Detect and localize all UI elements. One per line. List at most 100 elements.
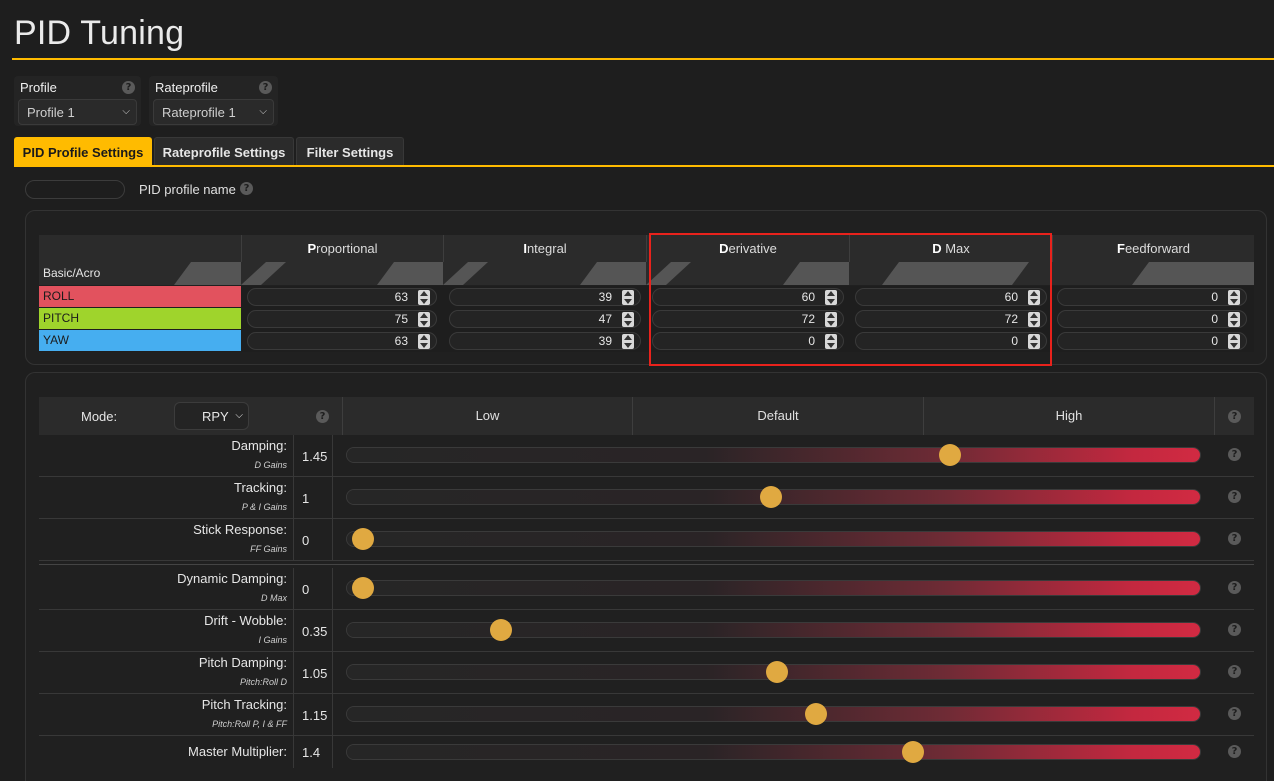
slider-value: 1.05 bbox=[293, 652, 333, 693]
slider-handle[interactable] bbox=[804, 703, 827, 725]
pid-profile-name-help-icon[interactable]: ? bbox=[240, 182, 253, 195]
profile-select[interactable]: Profile 1 ⌵ bbox=[18, 99, 137, 125]
pid-row-yaw: YAW 63 39 0 0 0 bbox=[39, 330, 1254, 352]
slider-help-icon[interactable]: ? bbox=[1228, 745, 1241, 758]
slider-handle[interactable] bbox=[766, 661, 789, 683]
slider-handle[interactable] bbox=[490, 619, 513, 641]
col-head-derivative: Derivative bbox=[646, 235, 849, 262]
pitch-ff-input[interactable]: 0 bbox=[1057, 310, 1247, 328]
slider-row-stick-response: Stick Response: FF Gains 0? bbox=[39, 519, 1254, 561]
pitch-dmax-input[interactable]: 72 bbox=[855, 310, 1047, 328]
tuning-header: Mode: RPY ⌵ ? Low Default High ? bbox=[39, 397, 1254, 435]
chevron-down-icon: ⌵ bbox=[235, 410, 243, 421]
yaw-ff-input[interactable]: 0 bbox=[1057, 332, 1247, 350]
mode-select[interactable]: RPY ⌵ bbox=[174, 402, 249, 430]
spinner-icon[interactable] bbox=[825, 290, 837, 305]
spinner-icon[interactable] bbox=[418, 290, 430, 305]
yaw-i-input[interactable]: 39 bbox=[449, 332, 641, 350]
slider-track[interactable] bbox=[346, 744, 1201, 760]
axis-label-roll: ROLL bbox=[39, 286, 241, 307]
rateprofile-box: Rateprofile ? Rateprofile 1 ⌵ bbox=[149, 76, 278, 126]
tab-pid-profile-settings[interactable]: PID Profile Settings bbox=[14, 137, 152, 166]
spinner-icon[interactable] bbox=[1228, 334, 1240, 349]
pitch-p-input[interactable]: 75 bbox=[247, 310, 437, 328]
spinner-icon[interactable] bbox=[622, 290, 634, 305]
spinner-icon[interactable] bbox=[1028, 290, 1040, 305]
slider-track[interactable] bbox=[346, 531, 1201, 547]
slider-help-icon[interactable]: ? bbox=[1228, 623, 1241, 636]
roll-dmax-input[interactable]: 60 bbox=[855, 288, 1047, 306]
header-help-icon[interactable]: ? bbox=[1228, 410, 1241, 423]
roll-d-input[interactable]: 60 bbox=[652, 288, 844, 306]
slider-help-icon[interactable]: ? bbox=[1228, 532, 1241, 545]
spinner-icon[interactable] bbox=[1028, 312, 1040, 327]
slider-row-damping: Damping: D Gains 1.45? bbox=[39, 435, 1254, 477]
spinner-icon[interactable] bbox=[622, 312, 634, 327]
pitch-i-input[interactable]: 47 bbox=[449, 310, 641, 328]
chevron-down-icon: ⌵ bbox=[122, 106, 130, 117]
slider-help-icon[interactable]: ? bbox=[1228, 707, 1241, 720]
slider-handle[interactable] bbox=[939, 444, 962, 466]
spinner-icon[interactable] bbox=[825, 312, 837, 327]
slider-track-fill bbox=[347, 532, 1200, 546]
slider-sublabel: D Max bbox=[260, 593, 287, 603]
slider-handle[interactable] bbox=[902, 741, 925, 763]
slider-help-icon[interactable]: ? bbox=[1228, 448, 1241, 461]
slider-value: 1.45 bbox=[293, 435, 333, 476]
col-head-proportional: Proportional bbox=[241, 235, 443, 262]
slider-sublabel: Pitch:Roll D bbox=[239, 677, 287, 687]
spinner-icon[interactable] bbox=[1228, 290, 1240, 305]
slider-track-fill bbox=[347, 581, 1200, 595]
slider-handle[interactable] bbox=[759, 486, 782, 508]
header-help-divider bbox=[1214, 397, 1254, 435]
profile-help-icon[interactable]: ? bbox=[122, 81, 135, 94]
slider-sublabel: P & I Gains bbox=[241, 502, 287, 512]
slider-label: Damping: bbox=[231, 438, 287, 453]
tab-rateprofile-settings[interactable]: Rateprofile Settings bbox=[154, 137, 294, 166]
pitch-d-input[interactable]: 72 bbox=[652, 310, 844, 328]
slider-handle[interactable] bbox=[352, 577, 374, 599]
yaw-dmax-input[interactable]: 0 bbox=[855, 332, 1047, 350]
rateprofile-select-value: Rateprofile 1 bbox=[162, 105, 236, 120]
slider-help-icon[interactable]: ? bbox=[1228, 581, 1241, 594]
slider-sublabel: I Gains bbox=[258, 635, 287, 645]
roll-ff-input[interactable]: 0 bbox=[1057, 288, 1247, 306]
spinner-icon[interactable] bbox=[1028, 334, 1040, 349]
slider-help-icon[interactable]: ? bbox=[1228, 665, 1241, 678]
mode-label: Mode: bbox=[81, 409, 118, 424]
slider-track[interactable] bbox=[346, 706, 1201, 722]
slider-sublabel: D Gains bbox=[254, 460, 287, 470]
slider-track[interactable] bbox=[346, 580, 1201, 596]
mode-help-icon[interactable]: ? bbox=[316, 410, 329, 423]
spinner-icon[interactable] bbox=[418, 312, 430, 327]
spinner-icon[interactable] bbox=[1228, 312, 1240, 327]
header-high: High bbox=[923, 397, 1214, 435]
tab-filter-settings[interactable]: Filter Settings bbox=[296, 137, 404, 166]
rateprofile-select[interactable]: Rateprofile 1 ⌵ bbox=[153, 99, 274, 125]
col-head-feedforward: Feedforward bbox=[1052, 235, 1254, 262]
slider-handle[interactable] bbox=[352, 528, 374, 550]
slider-track[interactable] bbox=[346, 622, 1201, 638]
slider-group-separator bbox=[39, 564, 1254, 565]
spinner-icon[interactable] bbox=[825, 334, 837, 349]
pid-profile-name-input[interactable] bbox=[25, 180, 125, 199]
spinner-icon[interactable] bbox=[418, 334, 430, 349]
yaw-p-input[interactable]: 63 bbox=[247, 332, 437, 350]
rateprofile-help-icon[interactable]: ? bbox=[259, 81, 272, 94]
slider-row-drift-wobble: Drift - Wobble: I Gains 0.35? bbox=[39, 610, 1254, 652]
slider-track[interactable] bbox=[346, 447, 1201, 463]
roll-i-input[interactable]: 39 bbox=[449, 288, 641, 306]
slider-row-tracking: Tracking: P & I Gains 1? bbox=[39, 477, 1254, 519]
slider-track-fill bbox=[347, 745, 1200, 759]
slider-label: Pitch Tracking: bbox=[201, 697, 287, 712]
slider-track-fill bbox=[347, 623, 1200, 637]
slider-row-master-multiplier: Master Multiplier: 1.4? bbox=[39, 736, 1254, 768]
slider-help-icon[interactable]: ? bbox=[1228, 490, 1241, 503]
title-rule bbox=[12, 58, 1274, 60]
yaw-d-input[interactable]: 0 bbox=[652, 332, 844, 350]
spinner-icon[interactable] bbox=[622, 334, 634, 349]
roll-p-input[interactable]: 63 bbox=[247, 288, 437, 306]
slider-track-fill bbox=[347, 707, 1200, 721]
slider-row-pitch-damping: Pitch Damping: Pitch:Roll D 1.05? bbox=[39, 652, 1254, 694]
slider-label: Pitch Damping: bbox=[198, 655, 287, 670]
